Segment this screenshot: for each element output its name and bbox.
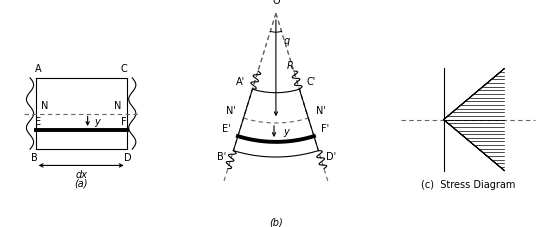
Text: A: A [35,64,42,74]
Text: F: F [121,117,127,127]
Text: R: R [286,61,293,71]
Text: B': B' [216,153,226,163]
Text: E': E' [222,124,230,134]
Text: E: E [35,117,41,127]
Text: D': D' [326,153,336,163]
Text: N: N [41,101,48,111]
Text: N': N' [226,106,236,116]
Text: N: N [114,101,121,111]
Text: q: q [283,36,290,46]
Text: D: D [124,153,132,163]
Text: O: O [272,0,280,6]
Text: B: B [31,153,37,163]
Text: N': N' [316,106,326,116]
Text: y: y [94,117,100,127]
Text: (a): (a) [75,178,88,188]
Text: y: y [283,127,289,137]
Text: F': F' [321,124,329,134]
Text: C': C' [307,77,316,87]
Text: C: C [121,64,128,74]
Text: A': A' [236,77,245,87]
Text: dx: dx [75,170,87,180]
Text: (b): (b) [269,217,283,227]
Text: (c)  Stress Diagram: (c) Stress Diagram [421,180,515,190]
